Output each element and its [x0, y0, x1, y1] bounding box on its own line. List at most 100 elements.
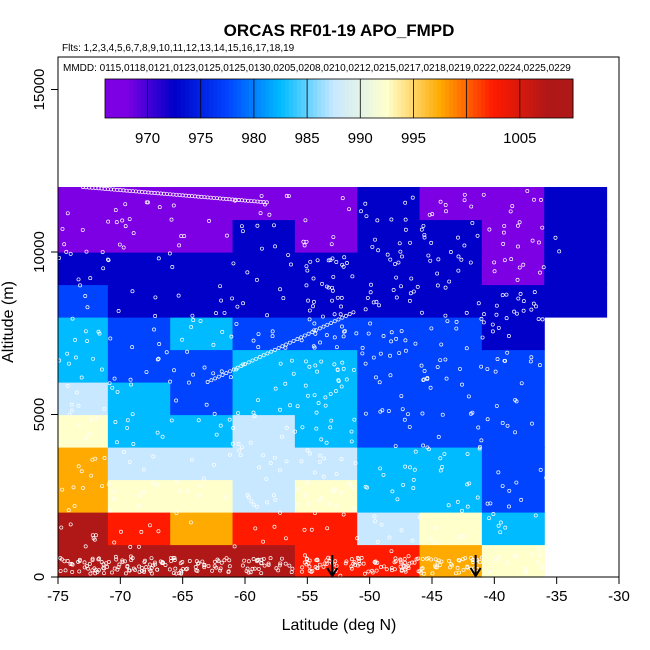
data-point: [101, 266, 106, 271]
colorbar-border: [104, 78, 574, 119]
data-point: [212, 559, 217, 564]
data-point: [79, 375, 84, 380]
data-point: [185, 566, 190, 571]
data-point: [201, 476, 206, 481]
data-point: [540, 317, 545, 322]
data-point: [211, 342, 216, 347]
data-point: [189, 457, 194, 462]
data-point: [422, 232, 427, 237]
data-point: [174, 480, 179, 485]
data-point: [507, 488, 512, 493]
data-point: [173, 566, 178, 571]
data-point: [224, 556, 229, 561]
data-point: [230, 296, 235, 301]
data-point: [120, 558, 125, 563]
colorbar-swatch: [457, 79, 462, 118]
data-point: [259, 571, 264, 576]
data-point: [261, 453, 266, 458]
colorbar-swatch: [229, 79, 234, 118]
data-point: [406, 412, 410, 417]
colorbar-swatch: [361, 79, 366, 118]
heatmap-cell: [232, 382, 296, 416]
data-point: [329, 242, 334, 247]
heatmap-cell: [481, 382, 545, 416]
data-point: [126, 568, 131, 573]
data-point: [421, 223, 426, 228]
data-point: [533, 513, 538, 518]
colorbar: [104, 78, 574, 119]
data-point: [409, 276, 414, 281]
data-point: [303, 218, 308, 223]
colorbar-tick-label: 975: [188, 130, 213, 147]
data-point: [58, 569, 63, 573]
data-point: [276, 568, 281, 573]
data-point: [404, 348, 408, 353]
data-point: [381, 334, 386, 338]
data-point: [130, 412, 135, 417]
data-point: [246, 360, 251, 365]
data-point: [106, 258, 111, 263]
x-tick-label: -35: [546, 588, 568, 605]
data-point: [219, 298, 224, 303]
data-point: [102, 571, 106, 576]
data-point: [487, 516, 492, 521]
data-point: [284, 536, 288, 541]
heatmap-cell: [107, 382, 171, 416]
colorbar-swatch: [517, 79, 522, 118]
data-point: [506, 560, 511, 565]
colorbar-swatch: [521, 79, 526, 118]
data-point: [401, 563, 406, 568]
data-point: [180, 337, 185, 342]
data-point: [302, 560, 307, 565]
data-point: [330, 288, 335, 293]
heatmap-cell: [481, 447, 545, 481]
data-point: [389, 566, 394, 570]
data-point: [218, 284, 223, 289]
data-point: [278, 561, 283, 566]
data-point: [262, 563, 267, 568]
data-point: [403, 338, 408, 343]
data-point: [131, 231, 136, 236]
data-point: [498, 520, 503, 525]
data-point: [426, 556, 431, 561]
data-point: [85, 305, 90, 310]
data-point: [164, 350, 169, 355]
data-point: [185, 488, 190, 493]
heatmap-cell: [294, 447, 358, 481]
data-point: [476, 425, 481, 430]
data-point: [531, 301, 536, 306]
data-point: [312, 470, 317, 475]
y-tick-label: 5000: [31, 398, 48, 431]
data-point: [331, 274, 336, 279]
data-point: [236, 441, 241, 446]
data-point: [375, 560, 380, 565]
data-point: [317, 326, 322, 331]
data-point: [428, 536, 433, 541]
data-point: [546, 427, 550, 431]
heatmap-cell: [170, 447, 234, 481]
data-point: [116, 309, 121, 313]
x-tick-label: -50: [359, 588, 381, 605]
data-point: [317, 562, 322, 567]
data-point: [179, 571, 184, 576]
data-point: [551, 506, 556, 510]
data-point: [557, 430, 562, 435]
heatmap-cell: [294, 252, 358, 286]
data-point: [270, 334, 275, 339]
colorbar-swatch: [225, 79, 230, 118]
data-point: [406, 554, 411, 559]
data-point: [254, 504, 259, 509]
data-point: [249, 499, 254, 504]
colorbar-swatch: [485, 79, 490, 118]
data-point: [301, 239, 306, 244]
heatmap-cell: [58, 187, 109, 221]
data-point: [332, 312, 337, 317]
heatmap-cell: [357, 447, 421, 481]
colorbar-swatch: [429, 79, 434, 118]
data-point: [334, 503, 339, 508]
data-point: [220, 329, 225, 334]
data-point: [341, 366, 346, 371]
data-point: [394, 275, 399, 280]
data-point: [411, 289, 416, 294]
data-point: [125, 425, 130, 430]
